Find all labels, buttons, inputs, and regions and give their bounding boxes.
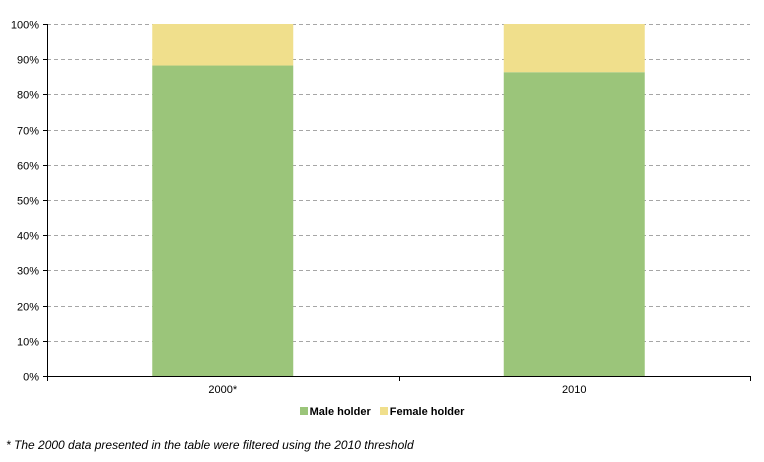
y-tick-label: 0% (23, 372, 39, 384)
y-tick-label: 40% (17, 231, 39, 243)
bar-male-0 (152, 65, 294, 376)
x-axis-ticks: 2000* 2010 (208, 384, 586, 396)
y-tick-label: 90% (17, 55, 39, 67)
bar-male-1 (503, 72, 645, 376)
y-tick-label: 60% (17, 161, 39, 173)
x-axis (47, 24, 751, 381)
y-tick-label: 100% (11, 20, 39, 32)
legend-label-male: Male holder (309, 406, 371, 418)
y-axis-ticks: 0% 10% 20% 30% 40% 50% 60% 70% 80% 90% 100% (11, 20, 47, 384)
y-tick-label: 70% (17, 126, 39, 138)
bar-female-1 (503, 24, 645, 73)
bars (152, 24, 645, 376)
y-tick-label: 30% (17, 266, 39, 278)
x-tick-label: 2010 (562, 384, 586, 396)
y-tick-label: 80% (17, 90, 39, 102)
legend-label-female: Female holder (389, 406, 465, 418)
y-tick-label: 10% (17, 337, 39, 349)
stacked-bar-chart: 0%10%20%30%40%50%60%70%80%90%100% 2000* 2… (11, 20, 751, 396)
x-tick-label: 2000* (208, 384, 237, 396)
legend: Male holder Female holder (0, 406, 764, 418)
legend-item-female: Female holder (379, 406, 465, 418)
bar-female-0 (152, 24, 294, 66)
legend-item-male: Male holder (299, 406, 371, 418)
y-tick-label: 20% (17, 302, 39, 314)
footnote: * The 2000 data presented in the table w… (6, 438, 414, 452)
male-swatch (299, 407, 308, 415)
y-tick-label: 50% (17, 196, 39, 208)
grid-lines (47, 24, 750, 342)
female-swatch (379, 407, 388, 415)
